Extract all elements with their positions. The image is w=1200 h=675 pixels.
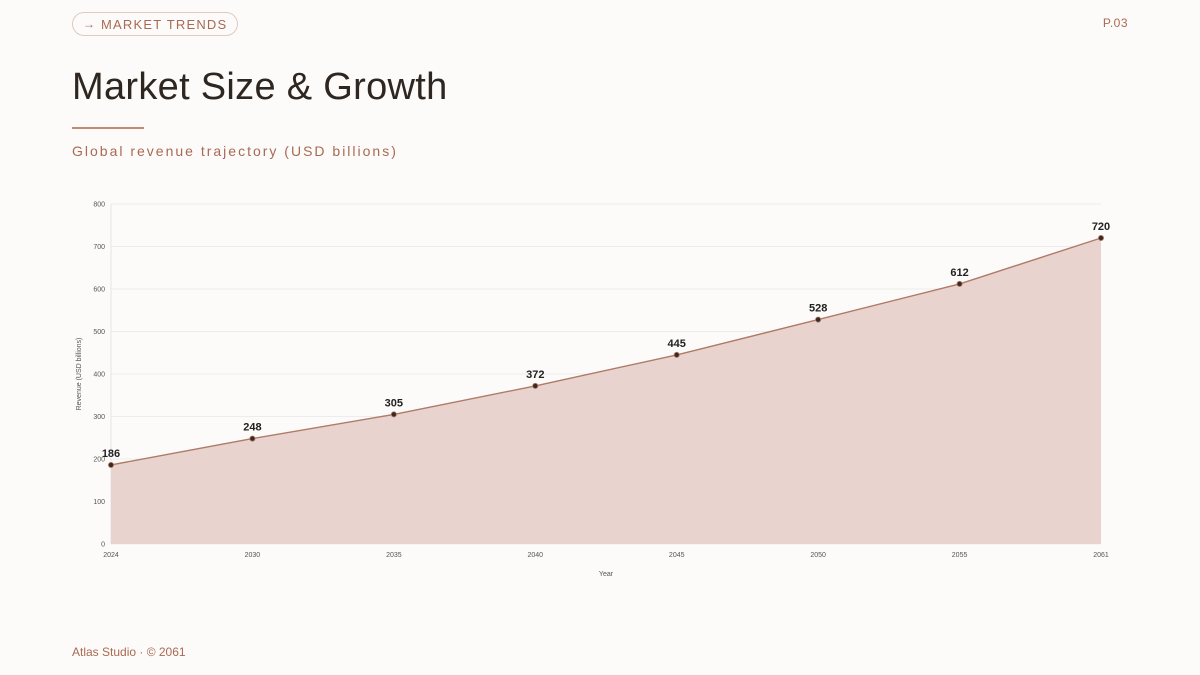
data-label: 186 xyxy=(102,448,120,460)
y-tick-label: 200 xyxy=(93,457,105,464)
data-label: 612 xyxy=(950,267,968,279)
x-tick-label: 2040 xyxy=(527,552,543,559)
revenue-area-chart: 186 248 305 372 445 528 612 720 0 100 200 300 400 50… xyxy=(76,202,1110,579)
data-point xyxy=(390,411,397,418)
page-subtitle: Global revenue trajectory (USD billions) xyxy=(72,143,398,159)
data-label: 305 xyxy=(385,397,403,409)
data-point xyxy=(532,382,539,389)
y-tick-label: 800 xyxy=(93,202,105,209)
y-tick-label: 0 xyxy=(101,542,105,549)
x-tick-label: 2024 xyxy=(103,552,119,559)
x-tick-label: 2050 xyxy=(810,552,826,559)
x-tick-label: 2030 xyxy=(245,552,261,559)
y-tick-label: 100 xyxy=(93,499,105,506)
footer-credit: Atlas Studio · © 2061 xyxy=(72,645,186,659)
data-point xyxy=(815,316,822,323)
data-point xyxy=(1098,234,1105,241)
arrow-right-icon: → xyxy=(83,17,95,31)
title-divider xyxy=(72,127,144,129)
series-line xyxy=(110,237,1102,466)
data-point xyxy=(673,351,680,358)
page-title: Market Size & Growth xyxy=(72,66,448,108)
y-tick-label: 600 xyxy=(93,287,105,294)
x-tick-label: 2045 xyxy=(669,552,685,559)
section-tag-label: MARKET TRENDS xyxy=(101,16,228,32)
data-label: 445 xyxy=(668,338,686,350)
page-number: P.03 xyxy=(1102,16,1128,30)
chart-points xyxy=(108,234,1105,468)
data-label: 720 xyxy=(1092,221,1110,233)
series-area xyxy=(111,238,1101,544)
y-axis-title: Revenue (USD billions) xyxy=(76,338,83,411)
section-tag: → MARKET TRENDS xyxy=(72,12,239,36)
y-tick-label: 500 xyxy=(93,329,105,336)
y-tick-label: 400 xyxy=(93,372,105,379)
y-tick-label: 300 xyxy=(93,414,105,421)
data-label: 528 xyxy=(809,303,827,315)
data-label: 372 xyxy=(526,369,544,381)
chart-area-layer xyxy=(110,237,1102,544)
data-point xyxy=(249,435,256,442)
x-tick-label: 2055 xyxy=(952,552,968,559)
data-label: 248 xyxy=(243,422,261,434)
x-tick-label: 2061 xyxy=(1093,552,1109,559)
y-axis-ticks: 0 100 200 300 400 500 600 700 800 xyxy=(93,202,105,549)
x-axis-ticks: 2024 2030 2035 2040 2045 2050 2055 2061 xyxy=(103,552,1109,559)
chart-data-labels: 186 248 305 372 445 528 612 720 xyxy=(102,221,1110,460)
x-tick-label: 2035 xyxy=(386,552,402,559)
y-tick-label: 700 xyxy=(93,244,105,251)
x-axis-title: Year xyxy=(599,571,614,578)
data-point xyxy=(108,461,115,468)
data-point xyxy=(956,280,963,287)
